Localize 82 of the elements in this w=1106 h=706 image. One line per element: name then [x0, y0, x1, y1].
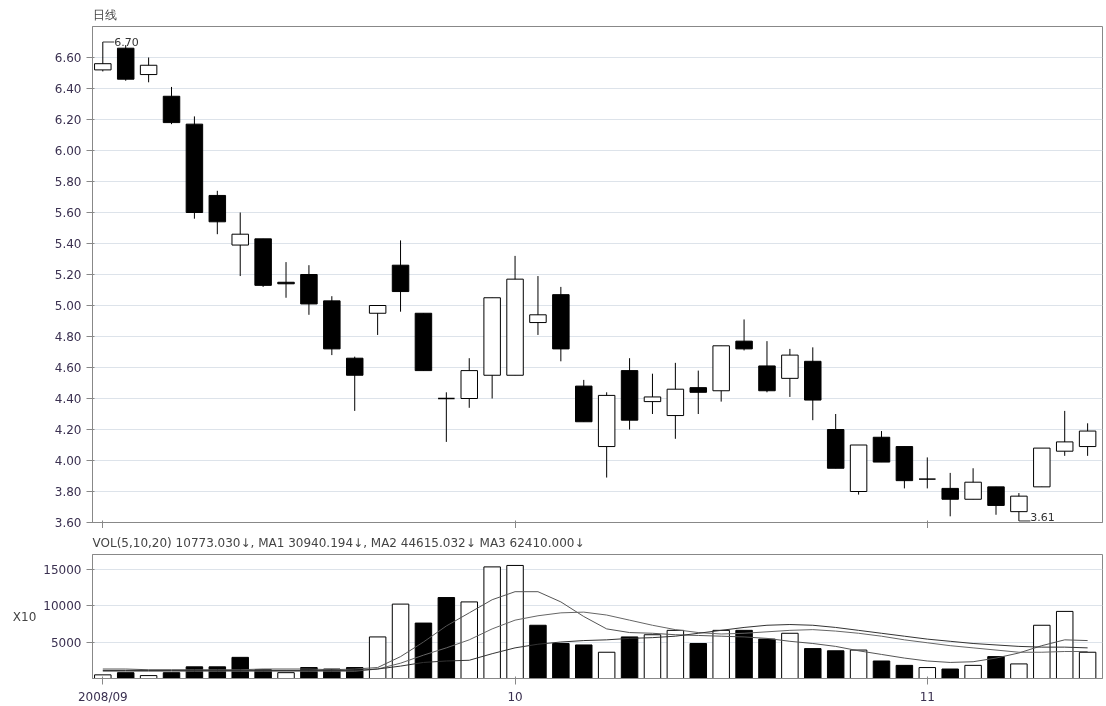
bar: [826, 650, 845, 679]
candlestick: [964, 467, 982, 500]
candlestick: [735, 318, 753, 351]
bar: [689, 642, 708, 679]
candlestick: [643, 373, 662, 415]
y-tick-label: 4.60: [54, 361, 82, 375]
chart-title: 日线: [92, 7, 117, 22]
bar: [643, 634, 662, 679]
bar: [94, 674, 112, 679]
y-tick-label: 5.80: [54, 175, 82, 189]
bar: [277, 672, 295, 679]
bar: [552, 642, 570, 679]
bar: [804, 648, 822, 679]
x-tick-label: 11: [919, 689, 935, 704]
candlestick: [231, 212, 249, 277]
bar: [758, 638, 776, 679]
y-tick-label: 5.60: [54, 206, 82, 220]
bar: [116, 672, 135, 679]
bar: [872, 660, 891, 679]
bar: [918, 667, 937, 679]
bar: [1033, 624, 1051, 679]
candlestick: [1078, 422, 1097, 457]
y-tick-label: 3.80: [54, 485, 82, 499]
bar: [368, 636, 387, 679]
text: X10: [12, 609, 37, 624]
y-tick-label: 4.00: [54, 454, 82, 468]
bar: [941, 668, 959, 679]
line-series: [102, 611, 1089, 672]
bar: [1055, 610, 1074, 679]
candlestick: [689, 370, 708, 415]
y-tick-label: 10000: [43, 599, 82, 614]
candlestick: [368, 305, 387, 336]
y-tick-label: 6.00: [54, 144, 82, 158]
bar: [575, 644, 593, 679]
bar: [414, 622, 433, 679]
bar: [162, 672, 181, 679]
annotation: 6.70: [114, 36, 139, 49]
bar: [139, 675, 158, 679]
y-tick-label: 5.20: [54, 268, 82, 282]
bar: [483, 566, 501, 679]
bar: [460, 601, 478, 679]
candlestick: [781, 348, 799, 398]
bar: [987, 656, 1005, 679]
bar: [1010, 663, 1028, 679]
y-tick-label: 4.80: [54, 330, 82, 344]
y-tick-label: 4.40: [54, 392, 82, 406]
bar: [506, 564, 524, 679]
line-series: [102, 591, 1089, 671]
y-tick-label: 3.60: [54, 516, 82, 530]
candlestick: [529, 275, 547, 336]
candlestick: [941, 472, 959, 517]
candlestick: [345, 356, 364, 412]
candlestick: [139, 57, 158, 83]
y-tick-label: 5.00: [54, 299, 82, 313]
y-tick-label: 15000: [43, 562, 82, 577]
y-tick-label: 4.20: [54, 423, 82, 437]
bar: [666, 629, 685, 679]
bar: [849, 649, 868, 679]
y-tick-label: 6.20: [54, 113, 82, 127]
candlestick: [987, 486, 1005, 516]
y-tick-label: 6.40: [54, 82, 82, 96]
line-series: [102, 624, 1089, 671]
y-tick-label: 5.40: [54, 237, 82, 251]
bar: [437, 597, 456, 679]
bar: [895, 664, 914, 679]
bar: [529, 624, 547, 679]
y-tick-label: 5000: [50, 635, 82, 650]
bar: [391, 603, 410, 679]
bar: [1078, 651, 1097, 679]
x-tick-label: 2008/09: [77, 689, 128, 704]
y-tick-label: 6.60: [54, 51, 82, 65]
bar: [620, 636, 639, 679]
bar: [781, 632, 799, 679]
candlestick: [918, 456, 937, 489]
x-tick-label: 10: [507, 689, 523, 704]
bar: [712, 629, 730, 679]
candlestick: [1055, 410, 1074, 457]
annotation: 3.61: [1030, 510, 1055, 524]
bar: [964, 664, 982, 679]
bar: [735, 629, 753, 679]
chart-title: VOL(5,10,20) 10773.030↓, MA1 30940.194↓, MA2 44615.032↓ MA3 62410.000↓: [92, 535, 585, 550]
bar: [597, 651, 616, 679]
